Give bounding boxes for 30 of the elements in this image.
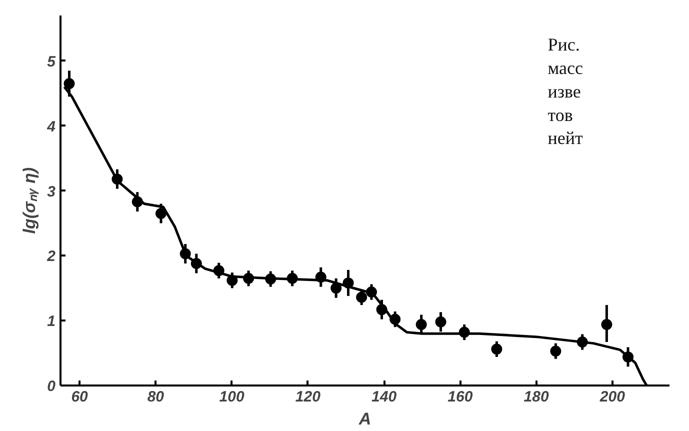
point [64, 78, 75, 90]
point [601, 318, 612, 330]
y-tick-label: 2 [46, 248, 56, 266]
x-tick-label: 180 [524, 388, 550, 406]
point [435, 316, 446, 328]
x-axis-title: A [358, 410, 372, 428]
x-tick-label: 100 [219, 388, 245, 406]
annotation: изве [548, 81, 581, 102]
y-tick-label: 0 [47, 378, 56, 395]
y-tick-label: 5 [47, 53, 56, 70]
x-tick-label: 80 [147, 388, 165, 406]
x-tick-label: 60 [71, 388, 89, 406]
y-axis-title: lg(σₙᵧ η) [20, 166, 40, 234]
x-tick-label: 160 [448, 388, 474, 406]
point [330, 282, 342, 294]
point [416, 318, 427, 330]
y-tick-label: 1 [47, 313, 56, 330]
y-tick-label: 3 [47, 183, 56, 200]
annotation: тов [548, 104, 573, 125]
x-tick-label: 140 [372, 388, 398, 406]
point [491, 344, 502, 355]
y-tick-label: 4 [46, 118, 56, 136]
point [155, 208, 166, 219]
point [356, 292, 368, 303]
annotation: масс [548, 58, 583, 78]
point [550, 346, 562, 357]
x-tick-label: 120 [295, 388, 322, 406]
x-tick-label: 200 [598, 388, 626, 406]
annotation: нейт [548, 128, 583, 148]
annotation: Рис. [548, 34, 580, 55]
